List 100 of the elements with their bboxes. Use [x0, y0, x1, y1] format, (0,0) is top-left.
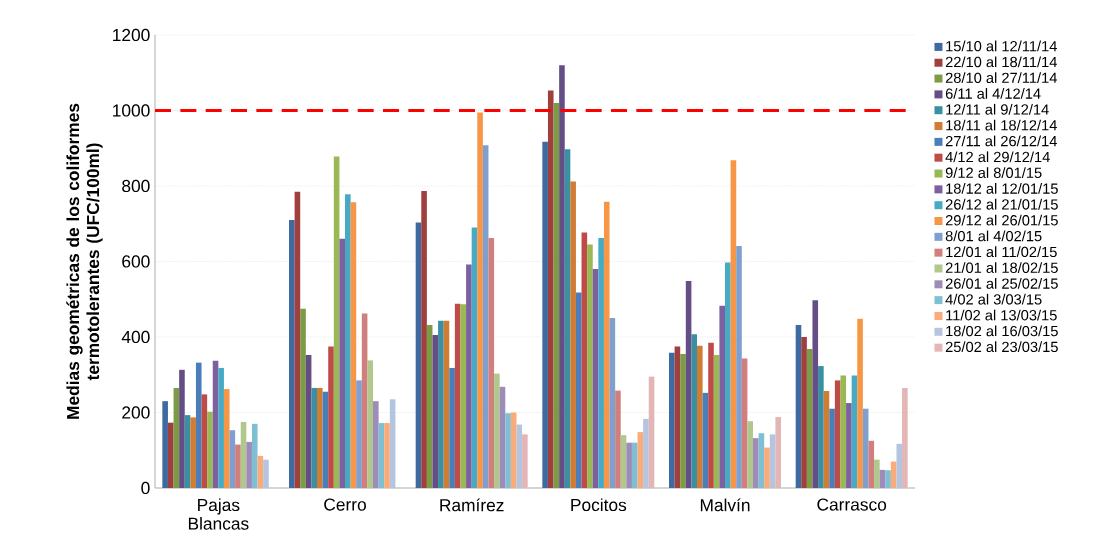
bar [466, 264, 472, 488]
bar [494, 373, 500, 488]
bar [542, 141, 548, 488]
bar [719, 305, 726, 488]
bar [834, 380, 841, 488]
bar [438, 320, 444, 488]
y-tick-label: 1000 [113, 104, 150, 117]
legend-label: 8/01 al 4/02/15 [945, 230, 1042, 242]
legend-label: 12/01 al 11/02/15 [946, 246, 1057, 258]
bar [846, 403, 852, 488]
bar [300, 308, 306, 488]
bar [801, 336, 807, 488]
bar [190, 417, 196, 488]
legend-label: 29/12 al 26/01/15 [945, 214, 1058, 226]
legend-label: 21/01 al 18/02/15 [945, 262, 1058, 273]
bar [758, 433, 765, 488]
bar [488, 238, 495, 488]
bar [432, 335, 439, 488]
bar [460, 304, 467, 488]
bar [235, 444, 241, 488]
legend-label: 26/12 al 21/01/15 [945, 198, 1058, 210]
legend-label: 18/02 al 16/03/15 [946, 325, 1058, 337]
bar [547, 90, 554, 488]
bar [829, 408, 835, 488]
bar [857, 318, 863, 488]
legend-label: 15/10 al 12/11/14 [946, 40, 1057, 52]
legend-label: 25/02 al 23/03/15 [945, 341, 1058, 353]
bar [747, 421, 753, 488]
bar [753, 438, 759, 488]
y-tick-label: 400 [121, 330, 150, 344]
bar [384, 423, 390, 488]
bar [505, 413, 511, 488]
bar [631, 442, 638, 488]
bar [769, 434, 776, 488]
bar [317, 387, 323, 488]
y-tick-label: 600 [122, 255, 150, 268]
legend-label: 12/11 al 9/12/14 [946, 103, 1049, 115]
x-tick-label: Cerro [324, 498, 366, 511]
bar [674, 346, 681, 488]
bar [559, 65, 565, 488]
y-tick-label: 800 [122, 179, 150, 193]
bar [421, 190, 427, 488]
bar [367, 360, 374, 488]
bar [851, 375, 858, 488]
x-tick-label: Malvín [700, 498, 750, 512]
legend-label: 9/12 al 8/01/15 [945, 167, 1042, 178]
legend-label: 6/11 al 4/12/14 [945, 88, 1041, 99]
legend-label: 26/01 al 25/02/15 [945, 278, 1058, 289]
bar [775, 417, 781, 488]
bar [598, 238, 604, 488]
bar [725, 262, 731, 488]
bar [223, 389, 230, 488]
bar [289, 219, 295, 488]
legend-label: 4/02 al 3/03/15 [945, 293, 1042, 305]
bar [510, 412, 517, 488]
bar [229, 430, 236, 488]
bar [218, 367, 224, 488]
bar [708, 342, 714, 488]
bar [373, 401, 379, 488]
bar [643, 418, 649, 488]
bar [603, 201, 610, 488]
x-tick-label: Carrasco [817, 498, 887, 511]
legend-label: 27/11 al 26/12/14 [945, 135, 1057, 147]
bar [311, 387, 318, 488]
bar [615, 390, 621, 488]
bar [764, 447, 770, 488]
bar [570, 181, 576, 488]
y-tick-label: 200 [122, 406, 150, 419]
bar [263, 459, 269, 488]
bar [902, 387, 908, 488]
legend-label: 18/12 al 12/01/15 [946, 183, 1058, 194]
bar [736, 246, 742, 488]
legend-label: 22/10 al 18/11/14 [945, 56, 1057, 68]
bar [691, 334, 698, 488]
bar [207, 411, 213, 488]
bar [201, 394, 208, 488]
bar [339, 238, 346, 488]
bar [680, 353, 686, 488]
bar [449, 367, 455, 488]
bar [389, 399, 396, 488]
bar [575, 292, 582, 488]
bar [626, 442, 632, 488]
legend-label: 4/12 al 29/12/14 [945, 151, 1050, 163]
bar [246, 441, 252, 488]
legend-label: 28/10 al 27/11/14 [945, 72, 1057, 84]
x-tick-label: Pajas Blancas [188, 498, 249, 530]
bar [874, 459, 880, 488]
bar [840, 375, 847, 488]
legend-label: 11/02 al 13/03/15 [946, 309, 1057, 321]
bar [356, 380, 362, 488]
bar [167, 422, 174, 488]
bar [587, 244, 593, 488]
bar [251, 423, 258, 488]
bar [162, 401, 168, 488]
bar [669, 352, 675, 488]
bar [896, 443, 903, 488]
bar [477, 112, 483, 488]
bar [522, 434, 528, 488]
bar [345, 194, 351, 488]
bar [697, 345, 703, 488]
